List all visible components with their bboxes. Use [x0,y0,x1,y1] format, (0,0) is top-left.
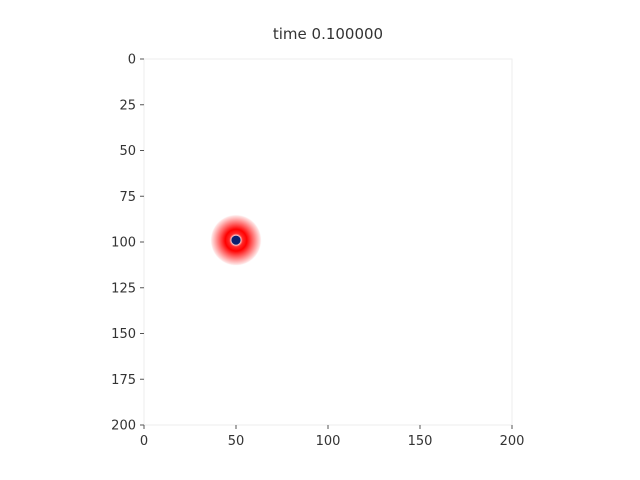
y-tick-label: 200 [111,419,136,434]
x-tick-label: 150 [408,434,433,449]
y-tick-label: 0 [128,53,136,68]
y-axis: 0 25 50 75 100 125 150 175 200 [111,53,144,434]
y-tick-label: 125 [111,281,136,296]
y-tick-label: 50 [119,144,136,159]
x-tick-label: 50 [228,434,245,449]
chart-title: time 0.100000 [273,25,383,43]
x-tick-label: 100 [316,434,341,449]
y-tick-label: 150 [111,327,136,342]
y-tick-label: 25 [119,98,136,113]
y-tick-label: 100 [111,236,136,251]
y-tick-label: 75 [119,190,136,205]
plot-area [143,58,513,426]
source-core [231,235,241,245]
x-axis: 0 50 100 150 200 [140,425,525,449]
field-layer [210,214,262,266]
y-tick-label: 175 [111,373,136,388]
x-tick-label: 0 [140,434,148,449]
x-tick-label: 200 [500,434,525,449]
